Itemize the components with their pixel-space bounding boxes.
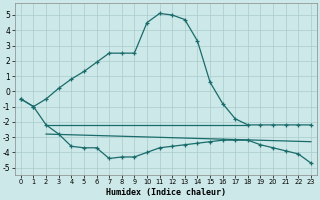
X-axis label: Humidex (Indice chaleur): Humidex (Indice chaleur)	[106, 188, 226, 197]
